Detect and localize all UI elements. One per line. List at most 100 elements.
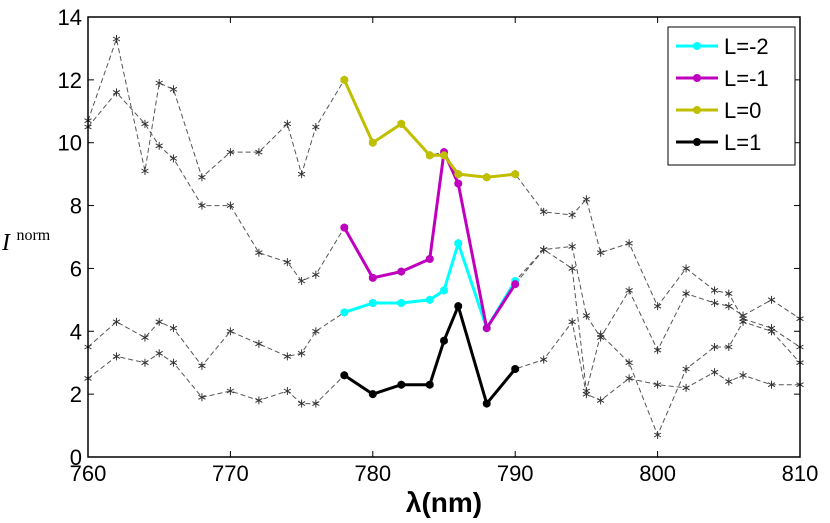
- background-point: [653, 380, 662, 389]
- background-point: [226, 327, 235, 336]
- series-line-L=1: [343, 304, 517, 406]
- background-point: [739, 317, 747, 326]
- series-point-L=1: [425, 380, 434, 389]
- y-axis-label-sup: norm: [16, 227, 50, 244]
- background-point: [739, 371, 747, 380]
- legend-marker-L=0: [693, 106, 701, 114]
- background-point: [725, 302, 733, 311]
- background-point: [767, 380, 776, 389]
- series-line-L=-2: [343, 241, 517, 330]
- background-point: [297, 399, 306, 408]
- series-point-L=-2: [340, 308, 349, 317]
- series-point-L=0: [368, 138, 377, 147]
- background-point: [767, 295, 776, 304]
- background-point: [112, 352, 121, 361]
- y-tick-label: 12: [58, 68, 82, 93]
- background-point: [155, 79, 163, 87]
- background-point: [226, 148, 235, 157]
- background-point: [198, 393, 206, 402]
- background-point: [155, 141, 163, 150]
- background-point: [568, 317, 576, 326]
- series-point-L=-2: [425, 295, 434, 304]
- series-point-L=0: [511, 170, 520, 179]
- series-point-L=0: [340, 75, 349, 84]
- background-point: [539, 245, 548, 254]
- series-point-L=1: [340, 371, 349, 380]
- background-point: [625, 374, 633, 383]
- y-axis-label-base: I: [1, 230, 11, 256]
- background-point: [539, 355, 548, 364]
- background-point: [141, 119, 149, 128]
- background-point: [255, 396, 263, 405]
- background-point: [283, 119, 292, 128]
- background-point: [653, 346, 662, 355]
- background-point: [596, 248, 605, 257]
- x-tick-label: 780: [354, 461, 391, 486]
- background-point: [710, 286, 719, 295]
- background-point: [283, 387, 292, 395]
- y-tick-label: 8: [70, 194, 82, 219]
- background-point: [653, 431, 662, 439]
- legend-label: L=-1: [724, 66, 769, 91]
- y-tick-label: 4: [70, 319, 82, 344]
- background-point: [725, 289, 733, 298]
- background-point: [155, 317, 163, 326]
- background-point: [297, 277, 306, 285]
- background-point: [710, 299, 719, 307]
- background-point: [255, 248, 263, 257]
- y-tick-label: 10: [58, 131, 82, 156]
- background-point: [112, 88, 121, 97]
- background-point: [198, 201, 206, 210]
- series-point-L=0: [397, 119, 406, 128]
- background-point: [682, 383, 690, 392]
- series-line-L=-1: [343, 150, 517, 330]
- background-point: [682, 289, 690, 298]
- y-axis-label: I norm: [1, 227, 51, 256]
- background-point: [255, 339, 263, 348]
- series-point-L=-2: [397, 299, 406, 307]
- legend-marker-L=1: [693, 138, 701, 146]
- series-point-L=0: [482, 173, 491, 182]
- background-point: [767, 327, 776, 336]
- background-point: [568, 264, 576, 273]
- background-point: [710, 368, 719, 377]
- background-point: [198, 173, 206, 182]
- series-point-L=-1: [368, 273, 377, 282]
- series-point-L=-1: [482, 324, 491, 333]
- background-point: [539, 207, 548, 216]
- y-tick-labels: 0 2 4 6 8 10 12 14: [58, 5, 82, 470]
- legend-marker-L=-2: [693, 42, 701, 50]
- legend-label: L=1: [724, 130, 761, 155]
- series-point-L=1: [482, 399, 491, 408]
- background-point: [710, 343, 719, 351]
- background-point: [596, 396, 605, 405]
- series-point-L=-1: [340, 223, 349, 232]
- background-point: [169, 324, 178, 333]
- series-point-L=0: [425, 151, 434, 160]
- background-point: [312, 123, 320, 131]
- y-tick-label: 0: [70, 445, 82, 470]
- background-point: [169, 358, 178, 367]
- series-point-L=1: [454, 302, 463, 311]
- legend-marker-L=-1: [693, 74, 701, 82]
- background-point: [596, 330, 605, 339]
- background-point: [725, 343, 733, 351]
- series-point-L=1: [440, 336, 448, 345]
- series-point-L=1: [511, 365, 520, 373]
- background-point: [312, 270, 320, 279]
- y-tick-label: 6: [70, 256, 82, 281]
- background-point: [226, 201, 235, 210]
- background-point: [653, 302, 662, 311]
- x-tick-label: 810: [782, 461, 819, 486]
- series-point-L=-1: [454, 179, 463, 188]
- background-point: [312, 399, 320, 408]
- x-axis-label: λ(nm): [406, 487, 482, 518]
- background-point: [312, 327, 320, 336]
- series-point-L=-2: [368, 299, 377, 307]
- series-point-L=0: [440, 151, 448, 160]
- series-point-L=1: [397, 380, 406, 389]
- x-tick-labels: 760 770 780 790 800 810: [70, 461, 819, 486]
- background-point: [625, 358, 633, 367]
- background-point: [198, 361, 206, 370]
